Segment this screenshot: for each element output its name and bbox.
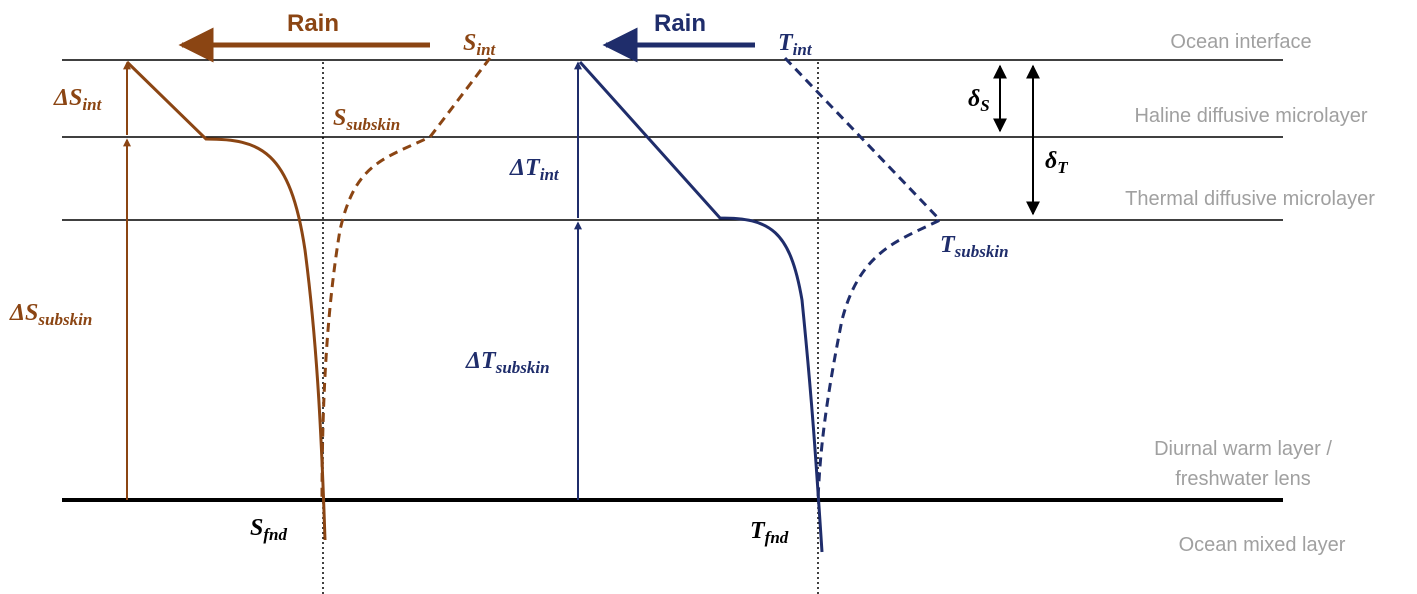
label: ΔSint xyxy=(53,85,103,114)
label-base: ΔS xyxy=(9,300,38,326)
label: Sfnd xyxy=(250,515,287,544)
label-base: S xyxy=(463,30,476,56)
label-sub: subskin xyxy=(954,242,1009,261)
label-base: ΔT xyxy=(465,348,497,374)
label-sub: int xyxy=(476,40,496,59)
label-base: T xyxy=(940,232,956,258)
label-base: ΔT xyxy=(509,155,541,181)
label-sub: T xyxy=(1057,158,1068,177)
profiles xyxy=(125,56,943,553)
layer-labels: Ocean interface Haline diffusive microla… xyxy=(1125,31,1375,556)
label-sub: int xyxy=(793,40,813,59)
arrows xyxy=(123,27,1040,500)
temperature-profile xyxy=(578,60,824,553)
label-sub: fnd xyxy=(765,528,789,547)
label: δT xyxy=(1045,148,1068,177)
label-sub: subskin xyxy=(345,115,400,134)
label: Tfnd xyxy=(750,518,789,547)
layer-label: Haline diffusive microlayer xyxy=(1134,105,1367,127)
label-base: S xyxy=(333,105,346,131)
label-base: δ xyxy=(1045,148,1057,174)
salinity-subskin-profile xyxy=(320,57,492,501)
label-sub: int xyxy=(82,95,102,114)
layer-label: freshwater lens xyxy=(1175,468,1311,490)
layer-lines xyxy=(62,59,1283,594)
label: ΔSsubskin xyxy=(9,300,92,329)
label-sub: S xyxy=(980,96,989,115)
label: ΔTsubskin xyxy=(465,348,550,377)
label: δS xyxy=(968,86,990,115)
layer-label: Thermal diffusive microlayer xyxy=(1125,188,1375,210)
label-sub: subskin xyxy=(495,358,550,377)
label: Ssubskin xyxy=(333,105,400,134)
label: Tint xyxy=(778,30,813,59)
label-base: δ xyxy=(968,86,980,112)
label-base: T xyxy=(778,30,794,56)
salinity-profile xyxy=(125,60,327,541)
label: ΔTint xyxy=(509,155,560,184)
label: Sint xyxy=(463,30,497,59)
label: Tsubskin xyxy=(940,232,1009,261)
temperature-subskin-profile xyxy=(783,56,943,501)
rain-label: Rain xyxy=(287,10,339,37)
variable-labels: Sint Ssubskin Sfnd ΔSint ΔSsubskin Tint … xyxy=(9,30,1068,547)
label-base: ΔS xyxy=(53,85,82,111)
label-sub: subskin xyxy=(37,310,92,329)
layer-label: Diurnal warm layer / xyxy=(1154,438,1332,460)
label-sub: int xyxy=(540,165,560,184)
label-base: S xyxy=(250,515,263,541)
layer-label: Ocean interface xyxy=(1170,31,1311,53)
rain-label: Rain xyxy=(654,10,706,37)
label-sub: fnd xyxy=(263,525,287,544)
layer-label: Ocean mixed layer xyxy=(1179,534,1346,556)
label-base: T xyxy=(750,518,766,544)
